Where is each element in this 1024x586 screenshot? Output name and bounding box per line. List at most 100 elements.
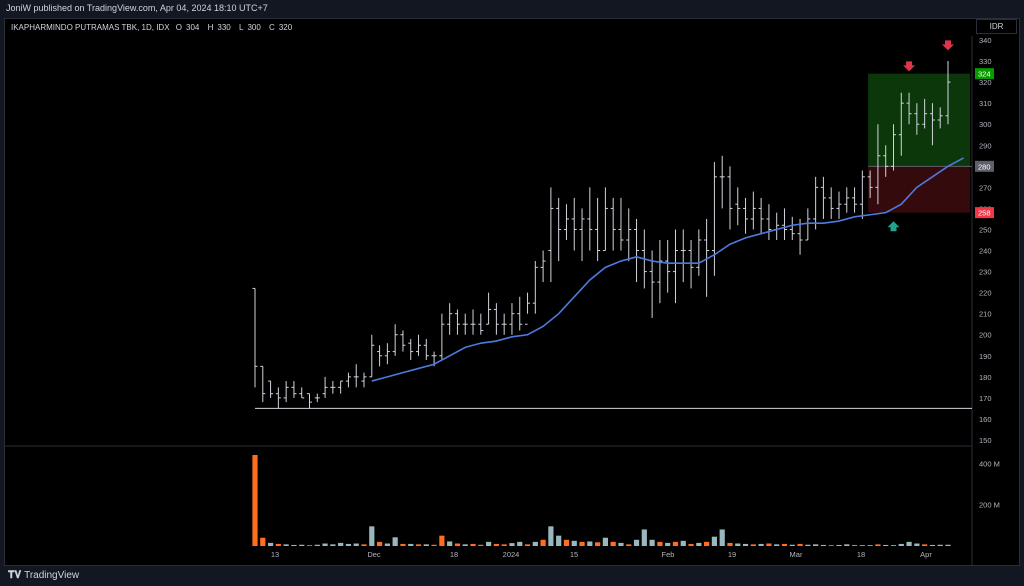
volume-bar bbox=[517, 541, 523, 546]
chart-frame[interactable] bbox=[4, 18, 1020, 566]
volume-bar bbox=[454, 543, 461, 546]
price-tick-label: 310 bbox=[979, 99, 992, 108]
volume-bar bbox=[836, 544, 842, 546]
volume-bar bbox=[299, 544, 305, 546]
volume-bar bbox=[774, 544, 780, 546]
price-tick-label: 220 bbox=[979, 289, 992, 298]
volume-bar bbox=[478, 544, 484, 546]
volume-bar bbox=[345, 543, 352, 546]
symbol-name: IKAPHARMINDO PUTRAMAS TBK, 1D, IDX bbox=[11, 23, 170, 32]
volume-bar bbox=[735, 543, 741, 546]
volume-bar bbox=[431, 544, 437, 546]
volume-bar bbox=[501, 544, 507, 546]
symbol-legend: IKAPHARMINDO PUTRAMAS TBK, 1D, IDX O 304 … bbox=[11, 23, 298, 32]
volume-bar bbox=[524, 544, 531, 546]
volume-bar bbox=[719, 529, 725, 546]
volume-bar bbox=[890, 545, 897, 546]
volume-bar bbox=[797, 543, 803, 546]
buy-arrow-icon bbox=[887, 221, 900, 232]
time-tick-label: 18 bbox=[857, 550, 865, 559]
sell-arrow-icon bbox=[903, 61, 916, 72]
volume-bar bbox=[828, 545, 834, 546]
time-tick-label: 13 bbox=[271, 550, 279, 559]
volume-bar bbox=[711, 536, 718, 546]
volume-bar bbox=[649, 539, 655, 546]
price-tick-label: 320 bbox=[979, 78, 992, 87]
stop-zone bbox=[868, 166, 970, 213]
brand-label: TradingView bbox=[24, 570, 80, 581]
volume-bar bbox=[260, 537, 266, 546]
volume-bar bbox=[423, 544, 429, 546]
volume-bar bbox=[657, 541, 663, 546]
close-label: C bbox=[269, 23, 275, 32]
volume-bar bbox=[283, 544, 289, 546]
volume-bar bbox=[384, 543, 390, 546]
level-label-entry: 280 bbox=[978, 162, 991, 171]
volume-bar bbox=[485, 541, 492, 546]
volume-bar bbox=[937, 544, 943, 546]
price-tick-label: 170 bbox=[979, 394, 992, 403]
time-tick-label: 2024 bbox=[503, 550, 520, 559]
volume-bar bbox=[758, 543, 764, 546]
level-label-bg-entry bbox=[975, 160, 994, 172]
volume-bar bbox=[548, 526, 554, 546]
volume-bar bbox=[945, 544, 951, 546]
volume-bar bbox=[353, 543, 359, 546]
volume-bar bbox=[540, 539, 546, 546]
volume-bar bbox=[291, 544, 297, 546]
volume-bar bbox=[875, 544, 881, 546]
price-tick-label: 230 bbox=[979, 268, 992, 277]
volume-bar bbox=[415, 544, 422, 546]
volume-bar bbox=[805, 544, 811, 546]
low-value: 300 bbox=[247, 23, 261, 32]
price-tick-label: 250 bbox=[979, 225, 992, 234]
low-label: L bbox=[238, 23, 244, 32]
volume-bar bbox=[867, 545, 873, 546]
volume-bar bbox=[906, 541, 912, 546]
volume-bar bbox=[898, 543, 904, 546]
volume-bar bbox=[408, 543, 414, 546]
level-label-target: 324 bbox=[978, 70, 991, 79]
volume-bar bbox=[595, 542, 601, 546]
volume-bar bbox=[696, 542, 702, 546]
volume-bar bbox=[610, 541, 616, 546]
volume-bar bbox=[641, 529, 647, 546]
currency-button[interactable]: IDR bbox=[976, 19, 1017, 34]
volume-bar bbox=[602, 537, 608, 546]
volume-bar bbox=[742, 543, 749, 546]
volume-bar bbox=[571, 540, 577, 546]
time-tick-label: 18 bbox=[450, 550, 458, 559]
volume-bar bbox=[376, 541, 383, 546]
volume-bar bbox=[369, 526, 375, 546]
volume-bar bbox=[626, 544, 632, 546]
volume-bar bbox=[532, 541, 538, 546]
volume-bar bbox=[493, 543, 499, 546]
level-label-bg-target bbox=[975, 68, 994, 80]
price-tick-label: 200 bbox=[979, 331, 992, 340]
target-zone bbox=[868, 73, 970, 167]
price-tick-label: 180 bbox=[979, 373, 992, 382]
price-tick-label: 210 bbox=[979, 310, 992, 319]
time-tick-label: Apr bbox=[920, 550, 932, 559]
volume-bar bbox=[680, 540, 686, 546]
volume-bar bbox=[322, 543, 328, 546]
volume-tick-label: 200 M bbox=[979, 501, 1000, 510]
high-label: H bbox=[207, 23, 214, 32]
volume-bar bbox=[665, 542, 671, 546]
volume-bar bbox=[844, 544, 850, 546]
price-tick-label: 270 bbox=[979, 183, 992, 192]
price-tick-label: 300 bbox=[979, 120, 992, 129]
volume-bar bbox=[727, 542, 733, 546]
close-value: 320 bbox=[278, 23, 293, 32]
price-tick-label: 190 bbox=[979, 352, 992, 361]
volume-bar bbox=[338, 542, 344, 546]
volume-bar bbox=[470, 543, 476, 546]
volume-bar bbox=[859, 545, 865, 546]
volume-bar bbox=[813, 544, 819, 546]
volume-bar bbox=[509, 543, 515, 546]
volume-bar bbox=[314, 544, 320, 546]
tradingview-brand[interactable]: 𝐓𝐕 TradingView bbox=[8, 570, 79, 581]
volume-bar bbox=[633, 539, 640, 546]
volume-bar bbox=[688, 543, 694, 546]
